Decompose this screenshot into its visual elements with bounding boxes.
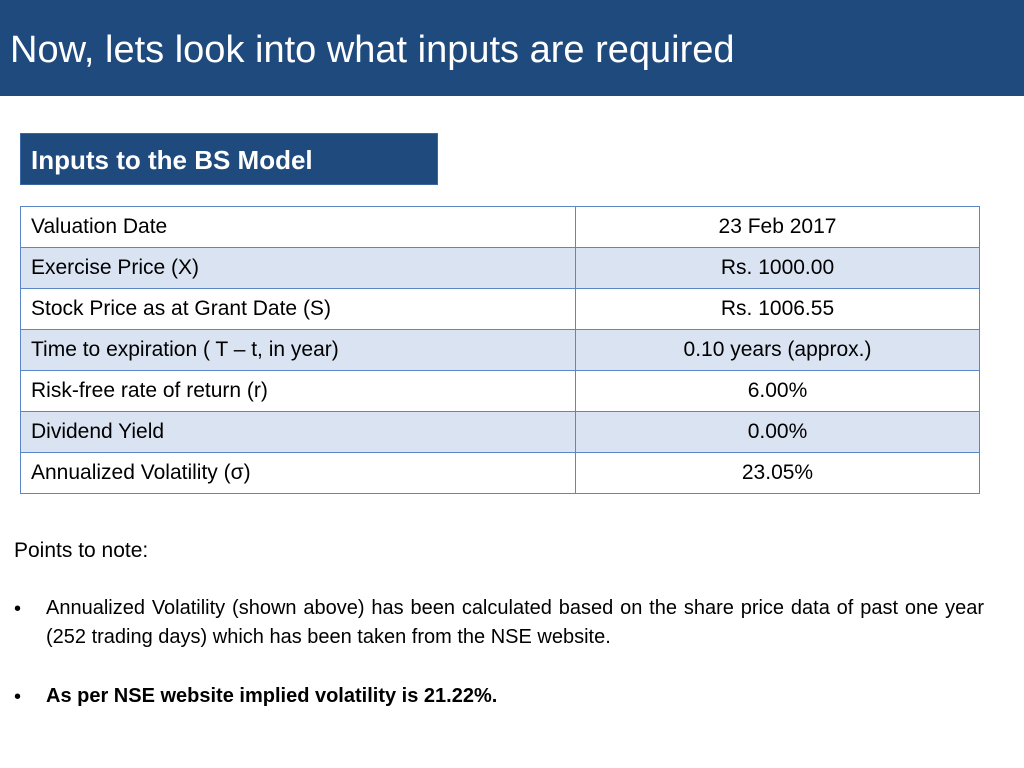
- slide-title: Now, lets look into what inputs are requ…: [10, 29, 735, 71]
- section-heading-box: Inputs to the BS Model: [20, 133, 438, 185]
- table-row: Exercise Price (X) Rs. 1000.00: [20, 247, 980, 289]
- table-row: Time to expiration ( T – t, in year) 0.1…: [20, 329, 980, 371]
- table-row: Valuation Date 23 Feb 2017: [20, 206, 980, 248]
- row-label: Dividend Yield: [20, 411, 576, 453]
- table-row: Stock Price as at Grant Date (S) Rs. 100…: [20, 288, 980, 330]
- title-bar: Now, lets look into what inputs are requ…: [0, 0, 1024, 96]
- table-row: Annualized Volatility (σ) 23.05%: [20, 452, 980, 494]
- row-label: Annualized Volatility (σ): [20, 452, 576, 494]
- row-value: Rs. 1000.00: [575, 247, 980, 289]
- bullet-marker: •: [14, 598, 22, 620]
- inputs-table: Valuation Date 23 Feb 2017 Exercise Pric…: [20, 206, 980, 494]
- row-value: 0.00%: [575, 411, 980, 453]
- row-value: 6.00%: [575, 370, 980, 412]
- note-point-volatility: Annualized Volatility (shown above) has …: [46, 597, 984, 648]
- row-value: 23.05%: [575, 452, 980, 494]
- section-heading: Inputs to the BS Model: [31, 145, 313, 175]
- row-label: Time to expiration ( T – t, in year): [20, 329, 576, 371]
- row-label: Stock Price as at Grant Date (S): [20, 288, 576, 330]
- row-label: Risk-free rate of return (r): [20, 370, 576, 412]
- bullet-marker: •: [14, 686, 22, 708]
- row-label: Valuation Date: [20, 206, 576, 248]
- row-value: Rs. 1006.55: [575, 288, 980, 330]
- row-value: 0.10 years (approx.): [575, 329, 980, 371]
- row-label: Exercise Price (X): [20, 247, 576, 289]
- notes-heading: Points to note:: [14, 539, 149, 562]
- note-point-implied-volatility: As per NSE website implied volatility is…: [46, 685, 498, 707]
- table-row: Risk-free rate of return (r) 6.00%: [20, 370, 980, 412]
- row-value: 23 Feb 2017: [575, 206, 980, 248]
- table-row: Dividend Yield 0.00%: [20, 411, 980, 453]
